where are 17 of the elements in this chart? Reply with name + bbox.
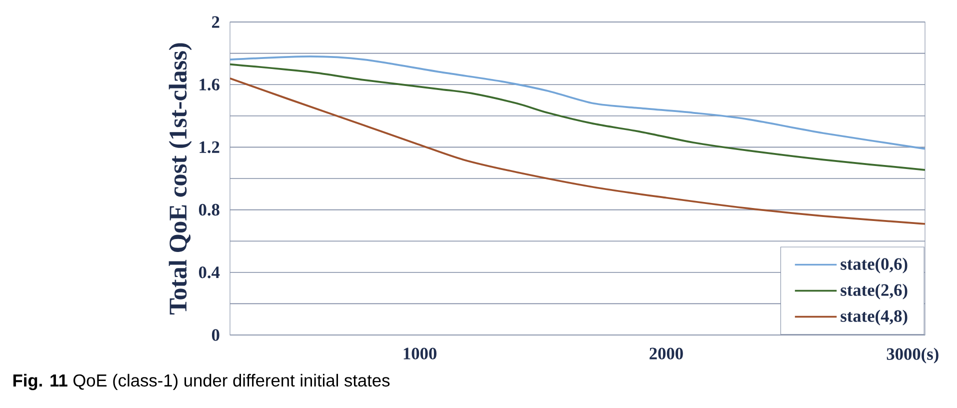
y-tick-label: 0 bbox=[212, 329, 220, 341]
y-tick-label: 1.6 bbox=[200, 78, 220, 90]
x-tick-label: 3000(s) bbox=[886, 348, 938, 364]
line-series bbox=[230, 77, 926, 225]
x-tick-label: 1000 bbox=[404, 348, 436, 360]
x-tick-label: 2000 bbox=[650, 348, 683, 360]
text: Fig. 11 QoE (class-1) under different initial states bbox=[13, 374, 390, 390]
legend-label: state(2,6) bbox=[840, 284, 908, 300]
y-tick-label: 2 bbox=[212, 16, 220, 28]
legend-label: state(0,6) bbox=[840, 258, 908, 274]
line-series bbox=[230, 56, 926, 150]
y-tick-label: 1.2 bbox=[200, 141, 220, 154]
y-axis-title: Total QoE cost (1st-class) bbox=[168, 43, 192, 314]
legend-label: state(4,8) bbox=[840, 310, 908, 326]
y-tick-label: 0.4 bbox=[198, 266, 220, 278]
line-series bbox=[230, 63, 926, 171]
y-tick-label: 0.8 bbox=[198, 204, 220, 216]
